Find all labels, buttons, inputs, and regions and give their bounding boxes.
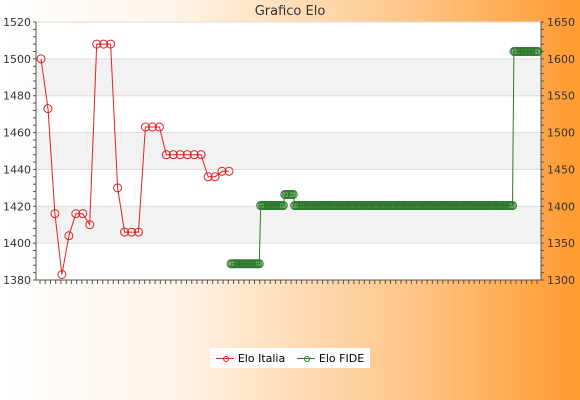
y-left-tick-label: 1480 — [3, 90, 31, 103]
legend: Elo Italia Elo FIDE — [210, 348, 370, 368]
legend-label-fide: Elo FIDE — [318, 351, 365, 365]
y-right-tick-label: 1600 — [547, 53, 575, 66]
marker-elo-italia — [217, 166, 227, 176]
marker-elo-italia — [147, 122, 157, 132]
marker-elo-italia — [78, 209, 88, 219]
chart-title: Grafico Elo — [254, 4, 326, 19]
y-left-tick-label: 1500 — [3, 53, 31, 66]
y-right-tick-label: 1500 — [547, 127, 575, 140]
legend-label-italia: Elo Italia — [237, 351, 286, 365]
marker-elo-italia — [71, 209, 81, 219]
marker-elo-italia — [99, 39, 109, 49]
legend-item-fide: Elo FIDE — [296, 351, 365, 365]
y-left-tick-label: 1520 — [3, 16, 31, 29]
y-right-tick-label: 1400 — [547, 200, 575, 213]
marker-elo-italia — [175, 150, 185, 160]
y-left-tick-label: 1380 — [3, 274, 31, 287]
marker-elo-fide — [288, 189, 298, 199]
legend-swatch-italia — [215, 355, 234, 362]
legend-swatch-fide — [296, 355, 315, 362]
marker-elo-italia — [64, 231, 74, 241]
marker-elo-italia — [196, 150, 206, 160]
marker-elo-italia — [36, 54, 46, 64]
y-left-tick-label: 1440 — [3, 163, 31, 176]
marker-elo-fide — [278, 201, 288, 211]
marker-elo-italia — [182, 150, 192, 160]
marker-elo-fide — [533, 46, 543, 56]
y-right-tick-label: 1350 — [547, 237, 575, 250]
marker-elo-italia — [133, 227, 143, 237]
y-left-tick-label: 1400 — [3, 237, 31, 250]
marker-elo-italia — [140, 122, 150, 132]
y-right-tick-label: 1650 — [547, 16, 575, 29]
marker-elo-italia — [168, 150, 178, 160]
grid-band — [36, 58, 541, 96]
marker-elo-italia — [85, 220, 95, 230]
marker-elo-italia — [161, 150, 171, 160]
y-right-tick-label: 1300 — [547, 274, 575, 287]
line-elo-italia — [40, 43, 229, 275]
marker-elo-italia — [224, 166, 234, 176]
y-right-tick-label: 1450 — [547, 163, 575, 176]
marker-elo-italia — [154, 122, 164, 132]
marker-elo-fide — [254, 259, 264, 269]
marker-elo-fide — [508, 201, 518, 211]
marker-elo-italia — [120, 227, 130, 237]
marker-elo-italia — [127, 227, 137, 237]
grid-band — [36, 206, 541, 244]
marker-elo-italia — [189, 150, 199, 160]
marker-elo-italia — [113, 183, 123, 193]
marker-elo-italia — [50, 209, 60, 219]
y-left-tick-label: 1420 — [3, 200, 31, 213]
marker-elo-italia — [210, 172, 220, 182]
marker-elo-italia — [57, 269, 67, 279]
legend-item-italia: Elo Italia — [215, 351, 286, 365]
y-left-tick-label: 1460 — [3, 127, 31, 140]
y-right-tick-label: 1550 — [547, 90, 575, 103]
marker-elo-italia — [203, 172, 213, 182]
marker-elo-italia — [106, 39, 116, 49]
marker-elo-italia — [92, 39, 102, 49]
grid-band — [36, 132, 541, 170]
marker-elo-italia — [43, 104, 53, 114]
